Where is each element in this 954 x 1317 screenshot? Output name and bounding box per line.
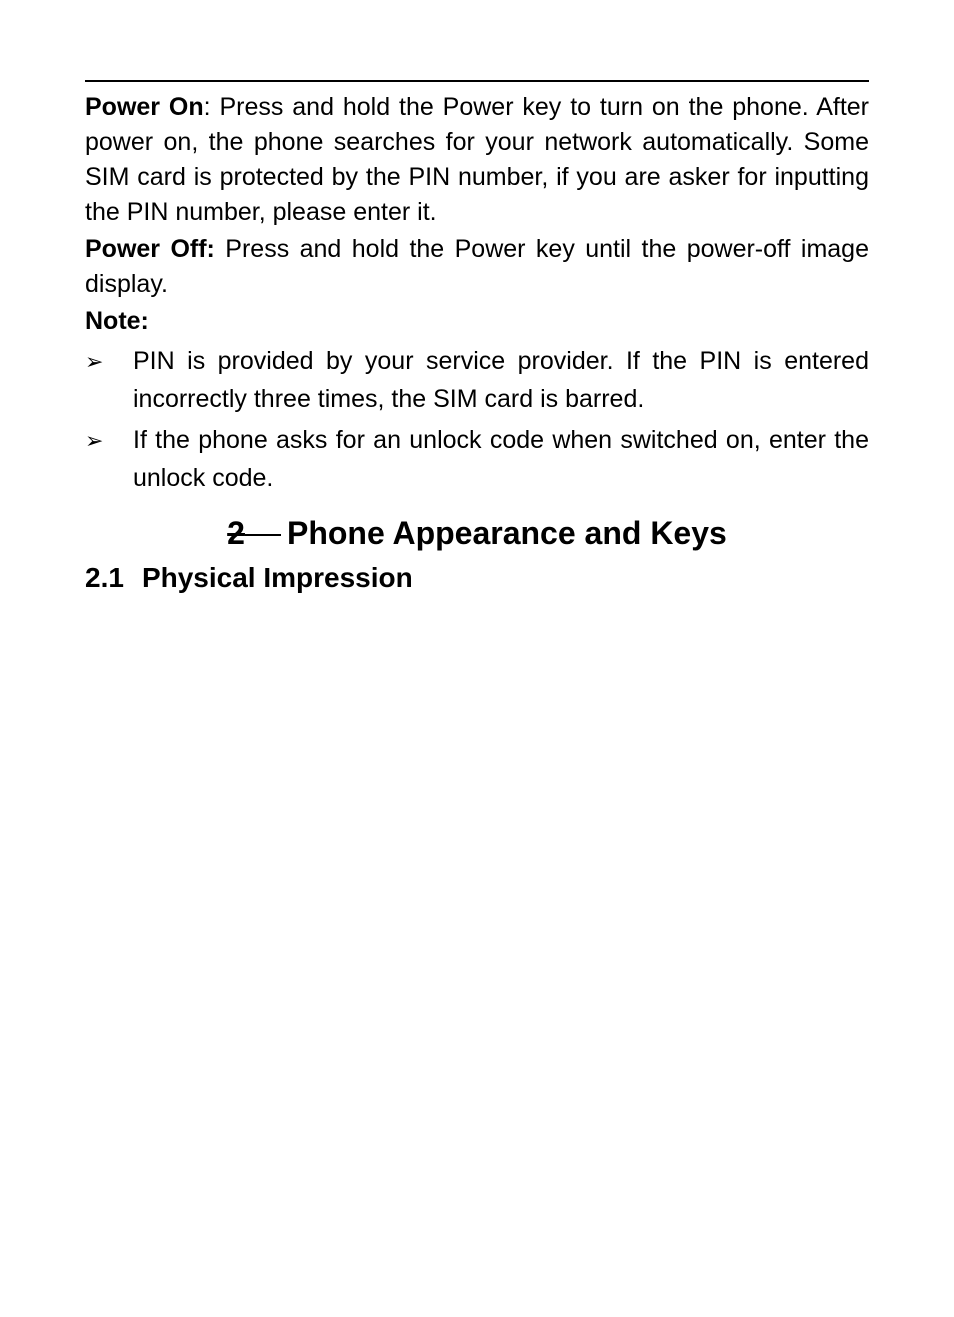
- note-label: Note:: [85, 304, 869, 339]
- bullet-text: If the phone asks for an unlock code whe…: [133, 422, 869, 497]
- bullet-marker-icon: ➢: [85, 422, 133, 497]
- section-title: Physical Impression: [142, 562, 413, 593]
- chapter-heading: 2 Phone Appearance and Keys: [85, 515, 869, 552]
- power-off-paragraph: Power Off: Press and hold the Power key …: [85, 232, 869, 302]
- list-item: ➢ If the phone asks for an unlock code w…: [85, 422, 869, 497]
- section-number: 2.1: [85, 562, 124, 593]
- horizontal-divider: [85, 80, 869, 82]
- power-on-paragraph: Power On: Press and hold the Power key t…: [85, 90, 869, 230]
- power-on-label: Power On: [85, 93, 204, 121]
- chapter-number: 2: [227, 515, 245, 551]
- note-bullet-list: ➢ PIN is provided by your service provid…: [85, 343, 869, 497]
- power-off-label: Power Off:: [85, 235, 215, 263]
- chapter-title: Phone Appearance and Keys: [287, 515, 727, 551]
- bullet-marker-icon: ➢: [85, 343, 133, 418]
- section-heading: 2.1 Physical Impression: [85, 562, 869, 594]
- bullet-text: PIN is provided by your service provider…: [133, 343, 869, 418]
- list-item: ➢ PIN is provided by your service provid…: [85, 343, 869, 418]
